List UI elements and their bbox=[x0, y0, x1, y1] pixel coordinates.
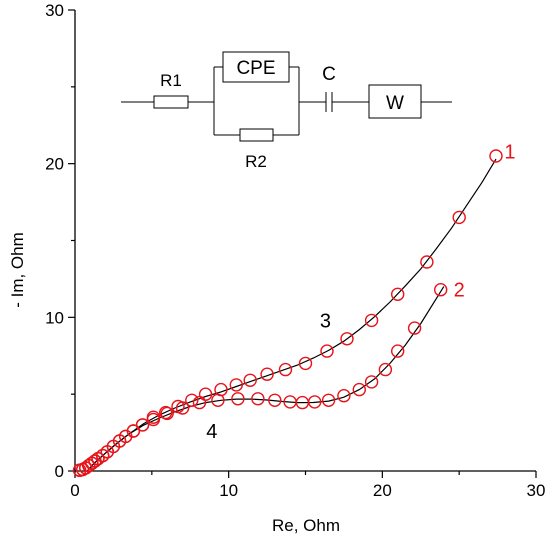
y-axis-title: - Im, Ohm bbox=[8, 232, 27, 308]
y-tick-label: 30 bbox=[45, 1, 64, 20]
c-label: C bbox=[322, 64, 336, 85]
y-tick-label: 0 bbox=[55, 462, 64, 481]
data-point-series-2 bbox=[337, 389, 351, 403]
x-tick-label: 20 bbox=[373, 481, 392, 500]
y-tick-label: 10 bbox=[45, 308, 64, 327]
curve-label-3: 3 bbox=[320, 310, 331, 332]
curve-label-4: 4 bbox=[206, 421, 217, 443]
data-point-series-1 bbox=[229, 378, 244, 392]
data-markers bbox=[72, 149, 503, 477]
data-point-series-1 bbox=[185, 393, 199, 407]
data-point-series-2 bbox=[364, 375, 379, 389]
fit-lines bbox=[86, 158, 497, 472]
data-point-series-2 bbox=[378, 362, 393, 377]
data-point-series-2 bbox=[211, 393, 225, 407]
data-point-series-1 bbox=[320, 344, 334, 358]
data-point-series-2 bbox=[407, 321, 422, 335]
data-point-series-1 bbox=[260, 367, 274, 381]
data-point-series-2 bbox=[391, 344, 405, 358]
x-tick-label: 30 bbox=[527, 481, 546, 500]
curve-annotations: 1 2 3 4 bbox=[206, 141, 515, 443]
data-point-series-2 bbox=[251, 392, 265, 406]
data-point-series-1 bbox=[298, 356, 313, 371]
data-point-series-2 bbox=[231, 392, 245, 406]
fit-line-3 bbox=[86, 158, 497, 472]
data-point-series-1 bbox=[364, 313, 379, 328]
x-tick-label: 0 bbox=[70, 481, 79, 500]
x-axis-title: Re, Ohm bbox=[272, 516, 340, 535]
data-point-series-2 bbox=[321, 393, 336, 407]
data-point-series-2 bbox=[146, 412, 161, 427]
data-point-series-1 bbox=[243, 373, 257, 387]
data-point-series-2 bbox=[192, 395, 207, 410]
r2-resistor bbox=[239, 128, 274, 142]
x-tick-label: 10 bbox=[219, 481, 238, 500]
w-label: W bbox=[386, 93, 404, 114]
data-point-series-1 bbox=[489, 149, 503, 163]
data-point-series-1 bbox=[198, 387, 213, 401]
curve-label-1: 1 bbox=[504, 141, 515, 163]
data-point-series-2 bbox=[95, 448, 110, 463]
data-point-series-2 bbox=[268, 393, 282, 407]
data-point-series-2 bbox=[352, 382, 366, 397]
data-point-series-1 bbox=[340, 332, 354, 346]
curve-label-2: 2 bbox=[454, 280, 465, 302]
plot-area: 0 10 20 30 0 10 20 30 1 2 3 4 bbox=[45, 1, 545, 500]
data-point-series-1 bbox=[391, 287, 405, 301]
y-ticks: 0 10 20 30 bbox=[45, 1, 75, 481]
r2-label: R2 bbox=[245, 152, 267, 171]
x-ticks: 0 10 20 30 bbox=[70, 471, 545, 500]
data-point-series-1 bbox=[420, 255, 434, 269]
data-point-series-2 bbox=[434, 283, 448, 297]
y-tick-label: 20 bbox=[45, 155, 64, 174]
r1-label: R1 bbox=[160, 71, 182, 90]
equivalent-circuit bbox=[121, 51, 452, 142]
data-point-series-2 bbox=[126, 424, 141, 438]
circuit-labels: R1 CPE R2 C W bbox=[160, 58, 404, 171]
data-point-series-2 bbox=[135, 418, 150, 432]
data-point-series-1 bbox=[278, 362, 293, 377]
data-point-series-2 bbox=[175, 401, 190, 415]
data-point-series-2 bbox=[160, 406, 174, 421]
r1-resistor bbox=[153, 95, 189, 109]
fit-line-4 bbox=[86, 286, 445, 472]
data-point-series-2 bbox=[308, 395, 322, 409]
cpe-label: CPE bbox=[236, 58, 275, 79]
data-point-series-1 bbox=[452, 210, 466, 225]
